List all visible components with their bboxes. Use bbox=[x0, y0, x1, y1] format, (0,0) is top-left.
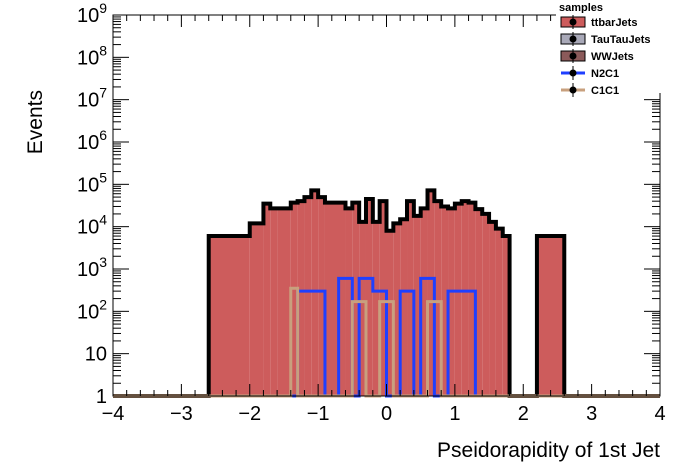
ttbarjets-bin-1 bbox=[208, 236, 250, 396]
y-tick-exponent: 4 bbox=[99, 212, 107, 228]
n2c1-outline bbox=[113, 276, 660, 398]
ttbarjets-bin-24 bbox=[427, 190, 435, 396]
x-tick-label: −1 bbox=[307, 403, 330, 425]
legend-marker bbox=[569, 69, 577, 77]
legend-title: samples bbox=[559, 2, 603, 14]
ttbarjets-bin-34 bbox=[495, 228, 503, 396]
ttbarjets-bin-17 bbox=[379, 201, 387, 396]
legend-marker bbox=[569, 35, 577, 43]
y-tick-label: 1 bbox=[96, 386, 107, 408]
y-tick-exponent: 9 bbox=[99, 0, 107, 16]
legend-marker bbox=[569, 18, 577, 26]
y-tick-label: 10 bbox=[85, 344, 107, 366]
y-tick-label: 103 bbox=[77, 254, 107, 281]
ttbarjets-bin-4 bbox=[270, 208, 278, 396]
histogram-layer bbox=[113, 188, 660, 398]
x-tick-label: 0 bbox=[381, 403, 392, 425]
y-tick-exponent: 6 bbox=[99, 127, 107, 143]
legend-label-c1c1: C1C1 bbox=[591, 85, 619, 97]
y-tick-exponent: 8 bbox=[99, 42, 107, 58]
y-axis-title: Events bbox=[24, 90, 47, 154]
y-tick-exponent: 2 bbox=[99, 296, 107, 312]
legend-label-wwjets: WWJets bbox=[591, 51, 634, 63]
y-tick-label: 109 bbox=[77, 0, 107, 27]
ttbarjets-bin-16 bbox=[372, 221, 380, 396]
ttbarjets-bin-10 bbox=[318, 197, 325, 396]
x-tick-label: 1 bbox=[449, 403, 460, 425]
ttbarjets-bin-25 bbox=[434, 201, 442, 396]
y-tick-exponent: 5 bbox=[99, 169, 107, 185]
ttbarjets-bin-27 bbox=[448, 208, 455, 396]
ttbarjets-bin-21 bbox=[407, 201, 414, 396]
y-tick-label: 107 bbox=[77, 85, 107, 112]
ttbarjets-bin-23 bbox=[420, 208, 428, 396]
x-tick-label: 4 bbox=[654, 403, 665, 425]
y-tick-label: 104 bbox=[77, 212, 107, 239]
ttbarjets-bin-7 bbox=[297, 201, 305, 396]
legend-label-tautaujets: TauTauJets bbox=[591, 34, 651, 46]
ttbarjets-bin-6 bbox=[290, 202, 298, 396]
x-tick-label: −2 bbox=[238, 403, 261, 425]
ttbarjets-bin-12 bbox=[345, 208, 353, 396]
x-tick-label: −4 bbox=[102, 403, 125, 425]
ttbarjets-bin-38 bbox=[536, 236, 565, 396]
legend-label-ttbarjets: ttbarJets bbox=[591, 17, 637, 29]
ttbarjets-bin-13 bbox=[352, 202, 360, 396]
ttbarjets-bin-15 bbox=[365, 199, 373, 396]
y-tick-label: 105 bbox=[77, 169, 107, 196]
ttbarjets-bin-11 bbox=[324, 202, 346, 396]
ttbarjets-bin-8 bbox=[304, 197, 312, 396]
legend-marker bbox=[569, 52, 577, 60]
x-axis-title: Pseidorapidity of 1st Jet bbox=[437, 439, 660, 462]
ttbarjets-bin-3 bbox=[263, 203, 271, 396]
ttbarjets-bin-32 bbox=[482, 213, 490, 396]
y-tick-label: 106 bbox=[77, 127, 107, 154]
ttbarjets-bin-18 bbox=[386, 230, 394, 396]
y-tick-label: 102 bbox=[77, 296, 107, 323]
x-tick-label: −3 bbox=[170, 403, 193, 425]
ttbarjets-bin-30 bbox=[468, 202, 476, 396]
legend: samples ttbarJets TauTauJets WWJets N2C1 C1C… bbox=[556, 2, 662, 97]
ttbarjets-bin-5 bbox=[277, 208, 291, 396]
ttbarjets-bin-9 bbox=[311, 190, 319, 396]
x-tick-label: 3 bbox=[586, 403, 597, 425]
legend-marker bbox=[569, 86, 577, 94]
y-tick-exponent: 3 bbox=[99, 254, 107, 270]
ttbarjets-bin-26 bbox=[441, 206, 449, 396]
y-tick-exponent: 7 bbox=[99, 85, 107, 101]
ttbarjets-bin-31 bbox=[475, 209, 483, 396]
x-axis: −4 −3 −2 −1 0 1 2 3 4 bbox=[102, 15, 666, 425]
ttbarjets-outline bbox=[113, 188, 660, 398]
ttbarjets-bin-19 bbox=[393, 223, 401, 396]
y-tick-label: 108 bbox=[77, 42, 107, 69]
ttbarjets-bin-20 bbox=[400, 219, 408, 396]
x-tick-label: 2 bbox=[518, 403, 529, 425]
ttbarjets-bin-2 bbox=[249, 223, 264, 396]
ttbarjets-bin-29 bbox=[461, 201, 469, 396]
ttbarjets-bin-28 bbox=[454, 203, 462, 396]
legend-label-n2c1: N2C1 bbox=[591, 68, 619, 80]
ttbarjets-bin-33 bbox=[489, 221, 496, 396]
ttbarjets-bin-14 bbox=[359, 221, 366, 396]
ttbarjets-bin-35 bbox=[502, 236, 510, 396]
ttbarjets-bin-22 bbox=[413, 215, 421, 396]
